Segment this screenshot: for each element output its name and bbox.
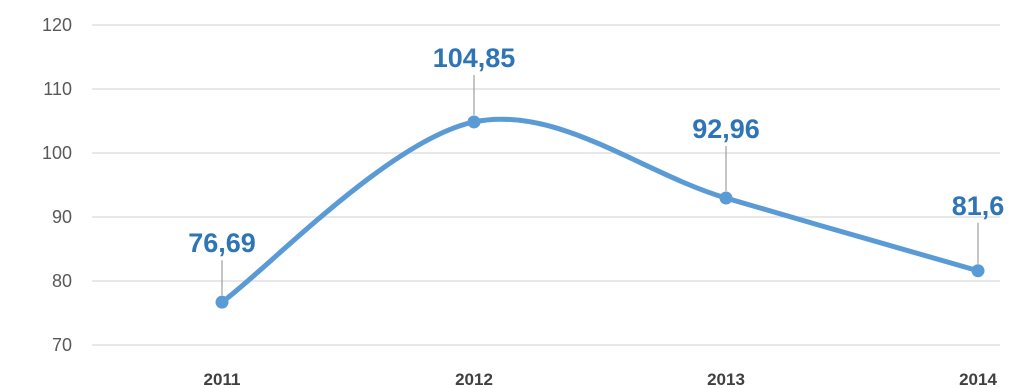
data-point [719, 191, 733, 205]
y-axis-tick-labels: 70 80 90 100 110 120 [42, 15, 72, 355]
x-tick-label: 2011 [204, 370, 241, 388]
x-axis-tick-labels: 2011 2012 2013 2014 [204, 370, 998, 388]
data-label: 92,96 [692, 114, 760, 144]
x-tick-label: 2012 [455, 370, 493, 388]
x-tick-label: 2013 [707, 370, 745, 388]
data-point [215, 295, 229, 309]
data-point [467, 115, 481, 129]
x-tick-label: 2014 [959, 370, 997, 388]
data-point [971, 264, 985, 278]
y-tick-label: 110 [43, 79, 72, 99]
data-label-leader-lines [221, 74, 979, 296]
y-tick-label: 100 [42, 143, 72, 163]
data-label: 81,6 [952, 191, 1005, 221]
y-tick-label: 80 [52, 271, 72, 291]
data-label: 104,85 [433, 43, 516, 73]
data-labels: 76,69 104,85 92,96 81,6 [188, 43, 1004, 258]
data-label: 76,69 [188, 228, 256, 258]
y-tick-label: 90 [52, 207, 72, 227]
gridlines [92, 24, 1000, 346]
y-tick-label: 70 [52, 335, 72, 355]
data-points [215, 115, 985, 309]
series-line [219, 116, 981, 305]
y-tick-label: 120 [42, 15, 72, 35]
